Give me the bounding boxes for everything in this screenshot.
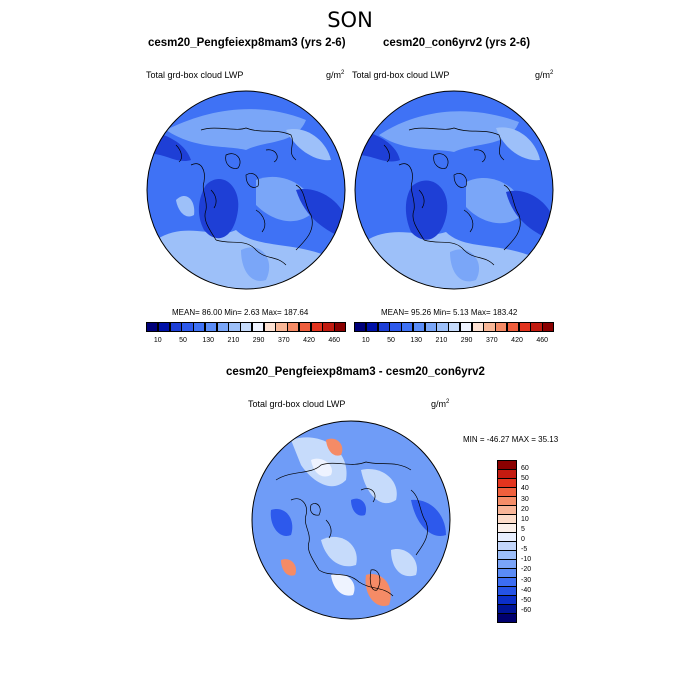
diff-panel-title: cesm20_Pengfeiexp8mam3 - cesm20_con6yrv2 xyxy=(226,366,485,378)
colorbar-swatch xyxy=(436,322,449,332)
colorbar-tick-label: 210 xyxy=(227,337,240,344)
diff-panel-units: g/m2 xyxy=(431,399,450,409)
left-panel-variable-label: Total grd-box cloud LWP xyxy=(146,70,244,80)
diff-panel-variable-label: Total grd-box cloud LWP xyxy=(248,399,346,409)
left-polar-map xyxy=(146,90,346,290)
colorbar-swatch xyxy=(495,322,508,332)
colorbar-swatch xyxy=(216,322,229,332)
colorbar-swatch xyxy=(181,322,194,332)
colorbar-tick-label: 50 xyxy=(179,337,187,344)
colorbar-tick-label: -5 xyxy=(521,546,528,554)
colorbar-swatch xyxy=(424,322,437,332)
colorbar-tick-label: 40 xyxy=(521,485,529,493)
colorbar-swatch xyxy=(193,322,206,332)
colorbar-tick-label: 290 xyxy=(460,337,473,344)
colorbar-tick-label: 20 xyxy=(521,505,529,513)
colorbar-tick-label: 420 xyxy=(303,337,315,344)
colorbar-tick-label: 460 xyxy=(328,337,341,344)
colorbar-tick-label: 60 xyxy=(521,465,529,473)
colorbar-swatch xyxy=(169,322,182,332)
colorbar-swatch xyxy=(310,322,323,332)
colorbar-swatch xyxy=(401,322,414,332)
colorbar-tick-label: 5 xyxy=(521,525,525,533)
colorbar-swatch xyxy=(518,322,531,332)
colorbar-swatch xyxy=(263,322,276,332)
colorbar-swatch xyxy=(240,322,253,332)
colorbar-tick-label: 130 xyxy=(410,337,423,344)
colorbar-tick-label: 370 xyxy=(277,337,290,344)
diff-polar-map xyxy=(251,420,451,620)
colorbar-tick-label: 10 xyxy=(361,337,370,344)
right-colorbar: 10 50 130 210 290 370 420 460 xyxy=(354,322,555,344)
colorbar-swatch xyxy=(157,322,170,332)
right-panel-title: cesm20_con6yrv2 (yrs 2-6) xyxy=(383,37,531,49)
colorbar-swatch xyxy=(334,322,347,332)
colorbar-tick-label: 460 xyxy=(536,337,549,344)
diff-panel-stats: MIN = -46.27 MAX = 35.13 xyxy=(463,435,559,444)
colorbar-swatch xyxy=(412,322,426,332)
colorbar-swatch xyxy=(506,322,520,332)
colorbar-tick-label: 420 xyxy=(511,337,523,344)
colorbar-tick-label: -40 xyxy=(521,586,532,594)
colorbar-swatch xyxy=(322,322,335,332)
right-panel-variable-label: Total grd-box cloud LWP xyxy=(352,70,450,80)
colorbar-tick-label: 30 xyxy=(521,495,529,503)
colorbar-tick-label: 290 xyxy=(252,337,265,344)
left-panel-units: g/m2 xyxy=(326,70,345,80)
colorbar-swatch xyxy=(471,322,484,332)
left-panel-stats: MEAN= 86.00 Min= 2.63 Max= 187.64 xyxy=(172,308,309,317)
colorbar-swatch xyxy=(389,322,402,332)
colorbar-swatch xyxy=(228,322,241,332)
colorbar-tick-label: 10 xyxy=(521,515,529,523)
colorbar-swatch xyxy=(497,613,517,623)
colorbar-tick-label: -60 xyxy=(521,606,532,614)
colorbar-tick-label: 10 xyxy=(153,337,162,344)
colorbar-swatch xyxy=(146,322,159,332)
right-panel-stats: MEAN= 95.26 Min= 5.13 Max= 183.42 xyxy=(381,308,518,317)
left-colorbar: 10 50 130 210 290 370 420 460 xyxy=(146,322,347,344)
colorbar-tick-label: 50 xyxy=(387,337,395,344)
left-panel-title: cesm20_Pengfeiexp8mam3 (yrs 2-6) xyxy=(148,37,346,49)
right-polar-map xyxy=(354,90,554,290)
colorbar-swatch xyxy=(204,322,218,332)
colorbar-tick-label: -20 xyxy=(521,566,532,574)
colorbar-swatch xyxy=(448,322,461,332)
colorbar-swatch xyxy=(530,322,543,332)
colorbar-swatch xyxy=(459,322,473,332)
colorbar-swatch xyxy=(365,322,378,332)
colorbar-tick-label: 210 xyxy=(435,337,448,344)
colorbar-tick-label: 370 xyxy=(485,337,498,344)
colorbar-swatch xyxy=(377,322,390,332)
diff-colorbar: 60 50 40 30 20 10 5 0 -5 -10 -20 -30 -40 -50 -60 xyxy=(497,460,531,623)
colorbar-tick-label: -30 xyxy=(521,576,532,584)
colorbar-swatch xyxy=(298,322,312,332)
colorbar-tick-label: 130 xyxy=(202,337,215,344)
colorbar-tick-label: 0 xyxy=(521,536,525,543)
colorbar-swatch xyxy=(275,322,288,332)
colorbar-tick-label: 50 xyxy=(521,475,529,483)
main-title: SON xyxy=(327,8,373,32)
right-panel-units: g/m2 xyxy=(535,70,554,80)
colorbar-swatch xyxy=(354,322,367,332)
colorbar-swatch xyxy=(287,322,300,332)
colorbar-tick-label: -10 xyxy=(521,556,532,564)
colorbar-swatch xyxy=(251,322,265,332)
colorbar-tick-label: -50 xyxy=(521,596,532,604)
colorbar-swatch xyxy=(483,322,496,332)
colorbar-swatch xyxy=(542,322,555,332)
